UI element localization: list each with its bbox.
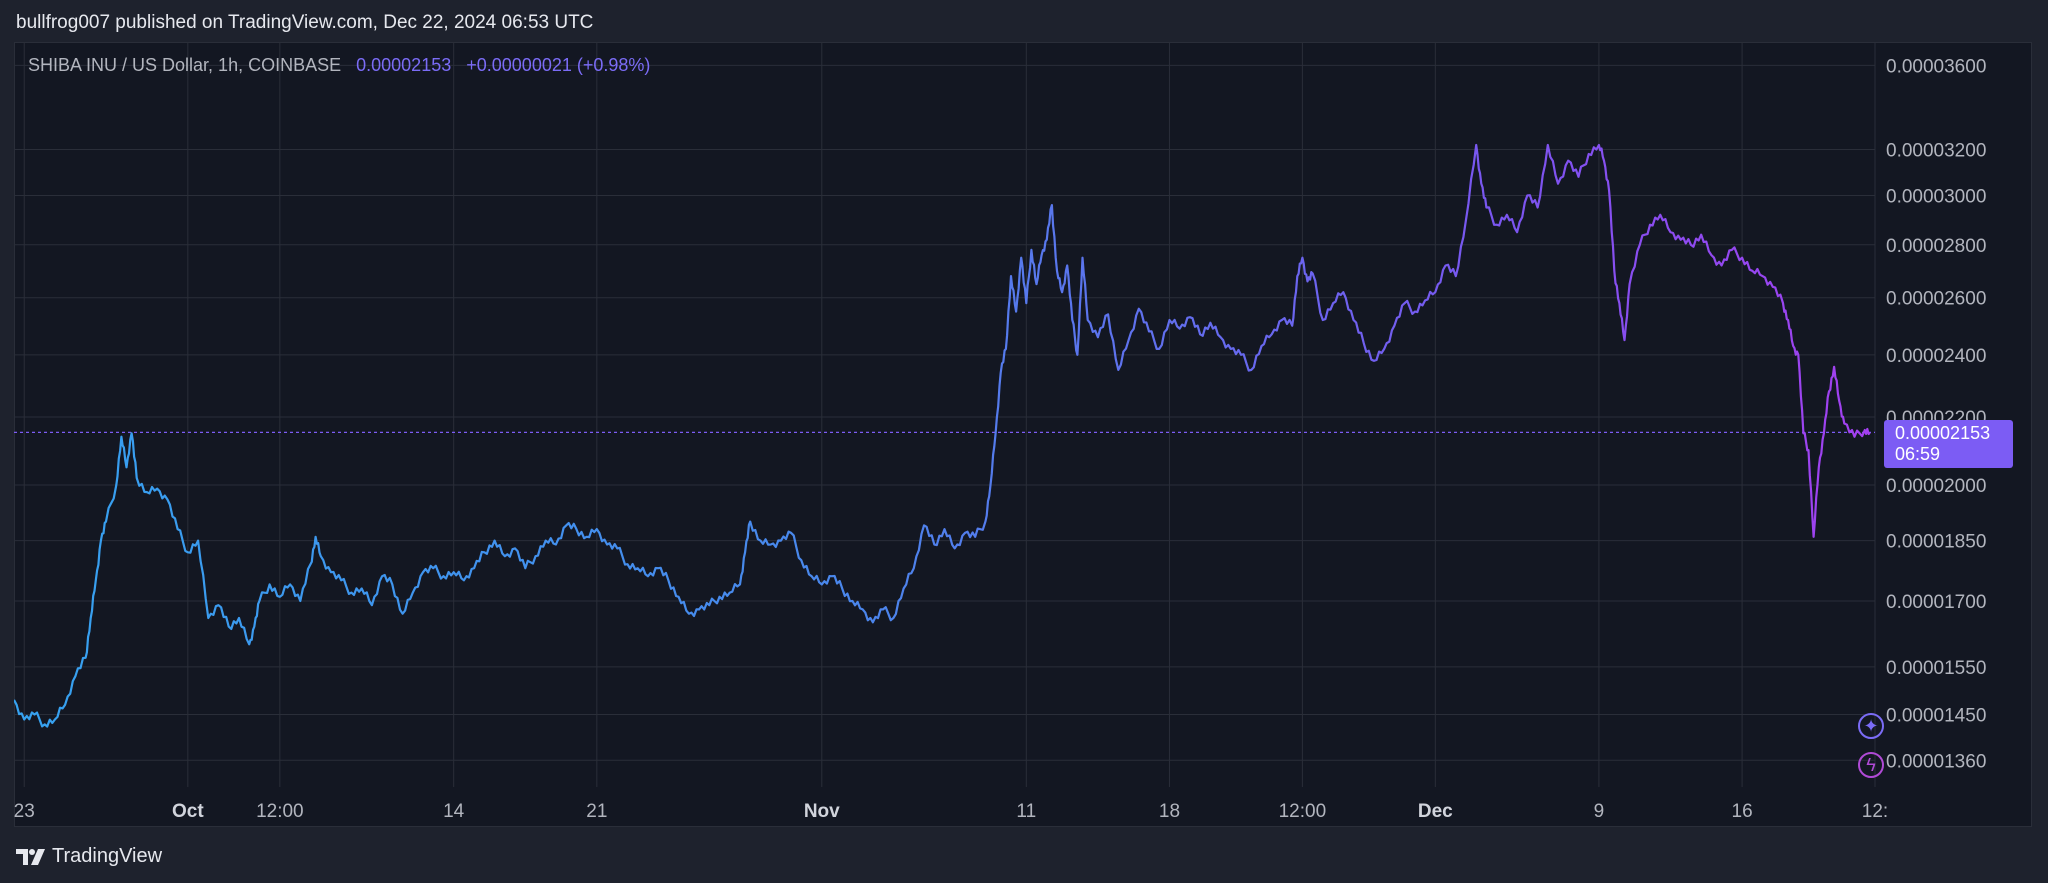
lightning-icon[interactable]: ϟ <box>1858 752 1884 778</box>
brand-name: TradingView <box>52 845 163 867</box>
tradingview-logo-icon <box>16 848 45 865</box>
y-tick-label: 0.00002800 <box>1886 236 1986 257</box>
x-tick-label: Oct <box>172 801 204 822</box>
y-tick-label: 0.00002400 <box>1886 346 1986 367</box>
x-tick-label: 18 <box>1159 801 1180 822</box>
y-tick-label: 0.00003000 <box>1886 187 1986 208</box>
legend-change: +0.00000021 (+0.98%) <box>466 55 651 75</box>
published-header: bullfrog007 published on TradingView.com… <box>16 12 594 33</box>
x-tick-label: 12:00 <box>1279 801 1327 822</box>
x-tick-label: 12: <box>1862 801 1888 822</box>
chart-legend[interactable]: SHIBA INU / US Dollar, 1h, COINBASE 0.00… <box>28 55 650 76</box>
x-tick-label: 12:00 <box>256 801 304 822</box>
tradingview-logo[interactable]: TradingView <box>16 845 162 868</box>
x-tick-label: Dec <box>1418 801 1453 822</box>
badge-price: 0.00002153 <box>1895 423 1991 444</box>
price-axis: 0.00003600 0.00003200 0.00003000 0.00002800… <box>1886 56 1986 772</box>
y-tick-label: 0.00003600 <box>1886 56 1986 77</box>
chart-grid <box>14 42 1876 787</box>
y-tick-label: 0.00003200 <box>1886 140 1986 161</box>
badge-countdown: 06:59 <box>1895 444 1941 465</box>
legend-price: 0.00002153 <box>356 55 452 75</box>
y-tick-label: 0.00002600 <box>1886 289 1986 310</box>
x-tick-label: 16 <box>1732 801 1753 822</box>
price-series-line <box>14 143 1871 728</box>
y-tick-label: 0.00001450 <box>1886 706 1986 727</box>
sparkle-icon[interactable]: ✦ <box>1858 713 1884 739</box>
chart-pane[interactable] <box>14 42 2032 827</box>
x-tick-label: 14 <box>443 801 465 822</box>
y-tick-label: 0.00001360 <box>1886 751 1986 772</box>
x-tick-label: Nov <box>804 801 840 822</box>
time-axis: 23 Oct 12:00 14 21 Nov 11 18 12:00 Dec 9 16 12: <box>14 801 1888 822</box>
price-chart[interactable]: 0.00003600 0.00003200 0.00003000 0.00002800… <box>14 42 2032 827</box>
last-price-badge: 0.00002153 06:59 <box>1884 420 2013 469</box>
x-tick-label: 23 <box>14 801 35 822</box>
y-tick-label: 0.00001850 <box>1886 532 1986 553</box>
y-tick-label: 0.00001550 <box>1886 658 1986 679</box>
y-tick-label: 0.00001700 <box>1886 592 1986 613</box>
y-tick-label: 0.00002000 <box>1886 476 1986 497</box>
x-tick-label: 21 <box>586 801 607 822</box>
x-tick-label: 9 <box>1594 801 1605 822</box>
x-tick-label: 11 <box>1016 801 1036 822</box>
symbol-description: SHIBA INU / US Dollar, 1h, COINBASE <box>28 55 342 75</box>
